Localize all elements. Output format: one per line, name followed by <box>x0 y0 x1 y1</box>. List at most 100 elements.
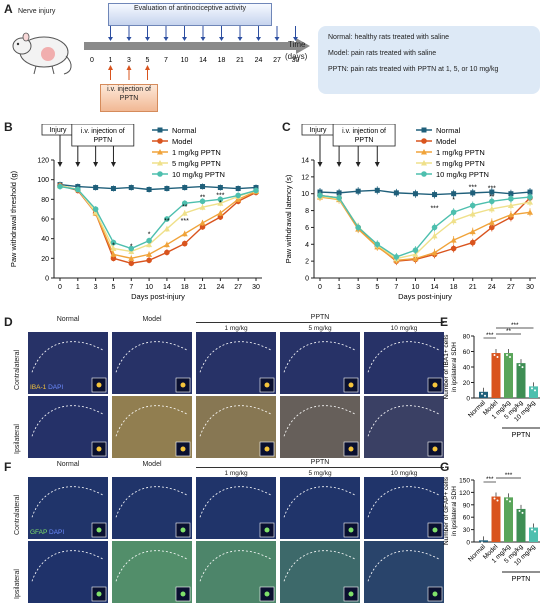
inset-cell <box>348 591 354 597</box>
micrograph-panel <box>112 396 192 458</box>
iv-text-2: PPTN <box>93 137 112 144</box>
data-point <box>75 186 81 193</box>
inset-cell <box>432 382 438 388</box>
legend-label: 5 mg/kg PPTN <box>436 159 485 168</box>
data-point <box>128 255 135 261</box>
series-line <box>319 195 531 260</box>
micrograph-panel <box>28 332 108 394</box>
y-axis-label-2: in ipsilateral SDH <box>451 486 458 536</box>
significance-mark: *** <box>511 322 519 329</box>
injection-arrowhead <box>145 65 150 70</box>
x-tick-label: 1 <box>76 284 80 291</box>
x-tick-label: 24 <box>488 284 496 291</box>
dose-label: 10 mg/kg <box>390 325 418 332</box>
micrograph-panel <box>280 332 360 394</box>
row-label: Contralateral <box>14 349 21 390</box>
data-point <box>146 257 152 264</box>
sdh-outline <box>199 486 273 518</box>
data-point <box>235 192 241 199</box>
x-tick-label: 30 <box>252 284 260 291</box>
data-point <box>110 245 117 251</box>
data-point <box>57 183 63 190</box>
eval-arrowhead <box>293 37 298 41</box>
x-tick-label: 1 <box>337 284 341 291</box>
inset-cell <box>348 382 354 388</box>
data-point <box>489 224 495 231</box>
data-point <box>469 228 476 235</box>
bar <box>529 527 538 542</box>
y-tick-label: 12 <box>301 174 309 181</box>
iv-box <box>71 124 135 147</box>
data-point <box>181 210 188 216</box>
inset-cell <box>348 446 354 452</box>
legend-label: 1 mg/kg PPTN <box>172 148 221 157</box>
significance-mark: *** <box>505 472 513 479</box>
stain-label: GFAP DAPI <box>30 529 64 536</box>
timeline-tick-label: 30 <box>292 57 300 64</box>
y-tick-label: 20 <box>41 256 49 263</box>
sdh-outline <box>199 405 273 437</box>
data-point <box>164 216 170 222</box>
timeline: 0 1 3 5 7 10 14 18 21 24 27 30 <box>84 26 310 80</box>
data-dot <box>493 497 496 500</box>
sdh-outline <box>367 341 441 373</box>
micrograph-panel <box>280 541 360 603</box>
inset-cell <box>264 382 270 388</box>
timeline-tick-label: 21 <box>236 57 244 64</box>
stain-label: IBA-1 DAPI <box>30 384 63 391</box>
micrograph-panel <box>28 541 108 603</box>
data-point <box>527 209 533 215</box>
data-point <box>199 219 206 226</box>
data-point <box>146 241 153 248</box>
timeline-tick-label: 5 <box>146 57 150 64</box>
sdh-outline <box>31 405 105 437</box>
data-point <box>469 202 476 209</box>
inset-cell <box>96 446 102 452</box>
bar <box>479 540 488 542</box>
timeline-tick-label: 27 <box>273 57 281 64</box>
data-dot <box>518 364 521 367</box>
eval-arrowhead <box>126 37 132 41</box>
series-line <box>59 184 257 260</box>
micrograph-panel <box>280 477 360 539</box>
eval-arrowhead <box>274 37 280 41</box>
data-point <box>181 240 188 247</box>
x-tick-label: 3 <box>94 284 98 291</box>
legend-marker <box>421 127 427 133</box>
sdh-outline <box>283 550 357 582</box>
x-axis-label: Days post-injury <box>398 292 452 301</box>
significance-mark: ** <box>489 194 495 201</box>
annotation-arrowhead <box>110 162 116 167</box>
legend-label: 1 mg/kg PPTN <box>436 148 485 157</box>
significance-mark: *** <box>486 476 494 483</box>
sdh-outline <box>31 550 105 582</box>
y-tick-label: 100 <box>37 177 49 184</box>
significance-mark: ** <box>164 218 170 225</box>
legend-marker <box>157 160 163 166</box>
data-point <box>412 191 418 197</box>
data-point <box>217 185 223 191</box>
bar <box>491 353 501 398</box>
bar <box>529 386 538 398</box>
micrograph-panel <box>112 477 192 539</box>
inset-cell <box>96 591 102 597</box>
panel-e-label: E <box>440 315 449 329</box>
data-dot <box>484 394 486 397</box>
data-point <box>393 190 399 196</box>
x-tick-label: 30 <box>526 284 534 291</box>
inset-cell <box>180 446 186 452</box>
data-point <box>200 184 206 190</box>
data-point <box>199 224 206 230</box>
data-point <box>507 202 514 209</box>
significance-mark: ** <box>182 204 188 211</box>
iv-text-1: i.v. injection of <box>342 128 386 135</box>
bar <box>491 496 501 542</box>
data-dot <box>521 366 524 369</box>
micrograph-panel <box>364 541 444 603</box>
data-point <box>110 239 117 246</box>
micrograph-panel <box>364 396 444 458</box>
inset-cell <box>180 527 186 533</box>
series-line <box>59 184 257 253</box>
legend-pptn: PPTN: pain rats treated with PPTN at 1, … <box>328 66 499 73</box>
